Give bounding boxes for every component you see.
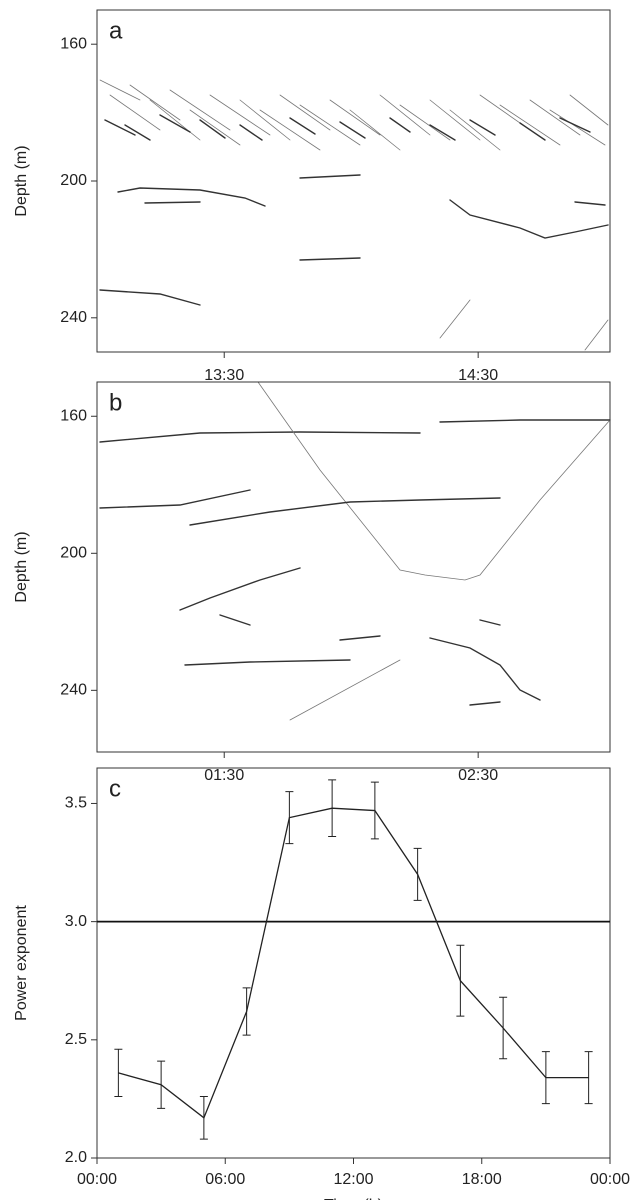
x-tick-label: 00:00 [77,1171,117,1188]
echogram-b-traces [99,381,611,721]
y-tick-label: 200 [60,172,87,189]
error-bar [584,1051,593,1105]
error-bar [242,987,251,1036]
x-tick-label: 14:30 [458,367,498,384]
x-tick-label: 01:30 [204,767,244,784]
y-axis-label: Depth (m) [13,145,30,216]
x-tick-label: 00:00 [590,1171,630,1188]
plot-frame [96,9,611,353]
x-tick-label: 18:00 [462,1171,502,1188]
error-bar [456,944,465,1017]
y-tick-label: 240 [60,682,87,699]
y-tick-label: 160 [60,35,87,52]
y-tick-label: 3.5 [65,795,87,812]
error-bar [285,791,294,845]
y-tick-label: 2.5 [65,1031,87,1048]
y-tick-label: 200 [60,545,87,562]
error-bar [499,996,508,1060]
x-tick-label: 06:00 [205,1171,245,1188]
y-tick-label: 160 [60,407,87,424]
panel-label: b [109,389,122,416]
error-bar [157,1060,166,1109]
x-tick-label: 13:30 [204,367,244,384]
y-tick-label: 3.0 [65,913,87,930]
error-bar [114,1048,123,1098]
y-tick-label: 2.0 [65,1149,87,1166]
data-line [118,807,589,1119]
plot-frame [96,767,611,1159]
error-bar [199,1096,208,1140]
error-bar [370,781,379,840]
error-bar [328,779,337,838]
x-tick-label: 12:00 [333,1171,373,1188]
plot-frame [96,381,611,753]
echogram-a-traces [99,79,609,351]
panel-label: a [109,17,123,44]
y-axis-label: Depth (m) [13,531,30,602]
error-bar [541,1051,550,1105]
y-tick-label: 240 [60,309,87,326]
error-bar [413,847,422,901]
x-tick-label: 02:30 [458,767,498,784]
y-axis-label: Power exponent [13,905,30,1021]
x-axis-label: Time (h) [324,1197,383,1200]
panel-label: c [109,775,121,802]
